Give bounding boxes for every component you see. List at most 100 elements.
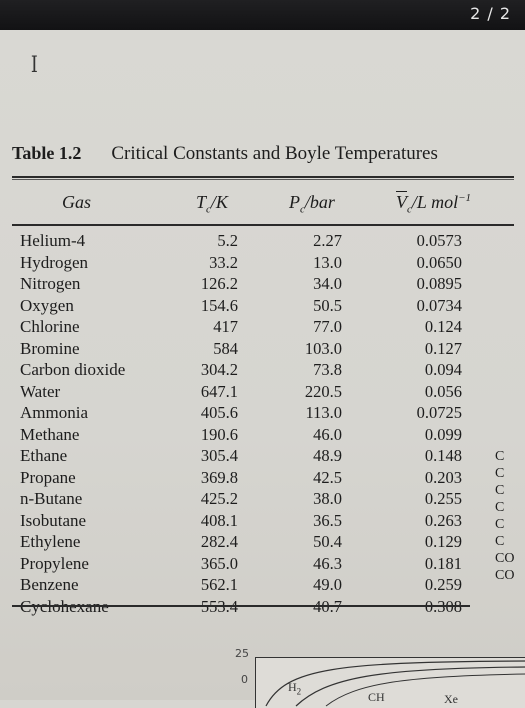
- critical-pressure-value: 113.0: [305, 403, 342, 422]
- header-critical-volume: Vc/L mol−1: [396, 192, 472, 216]
- gas-name: Propane: [20, 467, 76, 487]
- cut-off-cell: CO: [495, 568, 515, 583]
- critical-temperature-value: 562.1: [200, 575, 238, 594]
- critical-volume-column: 0.0573 0.0650 0.0895 0.0734 0.124 0.127 0.094 0…: [392, 230, 462, 617]
- critical-temperature-value: 369.8: [200, 467, 238, 487]
- critical-volume-value: 0.094: [424, 360, 462, 379]
- critical-volume-value: 0.255: [424, 489, 462, 508]
- critical-temperature-value: 154.6: [200, 295, 238, 315]
- gas-name: Chlorine: [20, 317, 80, 336]
- critical-temperature-value: 425.2: [200, 489, 238, 508]
- gas-name: Carbon dioxide: [20, 360, 126, 379]
- critical-temperature-value: 408.1: [200, 510, 238, 530]
- critical-pressure-value: 46.3: [313, 553, 342, 573]
- critical-pressure-value: 77.0: [313, 317, 342, 336]
- cut-off-cell: C: [495, 466, 505, 481]
- table-title: Table 1.2 Critical Constants and Boyle T…: [12, 143, 438, 165]
- gas-name: Benzene: [20, 575, 79, 594]
- critical-volume-value: 0.0573: [416, 231, 462, 250]
- critical-pressure-value: 13.0: [313, 252, 342, 272]
- gas-name: Methane: [20, 424, 80, 444]
- plot-curves: [265, 660, 525, 707]
- document-page[interactable]: [0, 30, 525, 700]
- critical-pressure-value: 2.27: [313, 231, 342, 250]
- gas-name: Isobutane: [20, 510, 87, 530]
- critical-temperature-value: 33.2: [209, 252, 238, 272]
- critical-temperature-value: 126.2: [200, 274, 238, 293]
- critical-volume-value: 0.099: [424, 424, 462, 444]
- critical-pressure-value: 36.5: [313, 510, 342, 530]
- gas-name: Water: [20, 381, 61, 401]
- critical-volume-value: 0.127: [424, 338, 462, 358]
- gas-name: Propylene: [20, 553, 89, 573]
- critical-temperature-value: 304.2: [200, 360, 238, 379]
- plot-area: H2 CH Xe: [255, 657, 525, 708]
- critical-volume-value: 0.056: [424, 381, 462, 401]
- text-cursor-icon: I: [30, 53, 38, 78]
- cut-off-cell: C: [495, 449, 505, 464]
- gas-name: Ammonia: [20, 403, 88, 422]
- gas-name: Helium-4: [20, 231, 86, 250]
- critical-pressure-value: 73.8: [313, 360, 342, 379]
- critical-temperature-value: 365.0: [200, 553, 238, 573]
- gas-name: Nitrogen: [20, 274, 81, 293]
- critical-volume-value: 0.0734: [416, 295, 462, 315]
- critical-pressure-value: 48.9: [313, 446, 342, 465]
- page-indicator: 2 / 2: [470, 4, 511, 23]
- critical-pressure-value: 49.0: [313, 575, 342, 594]
- critical-pressure-value: 50.5: [313, 295, 342, 315]
- critical-volume-value: 0.0650: [416, 252, 462, 272]
- table-top-rule: [12, 176, 514, 178]
- critical-volume-value: 0.0725: [416, 403, 462, 422]
- table-caption: Critical Constants and Boyle Temperature…: [111, 143, 438, 164]
- critical-pressure-column: 2.27 13.0 34.0 50.5 77.0 103.0 73.8 220.5 113.0 4…: [290, 230, 342, 617]
- critical-volume-value: 0.259: [424, 575, 462, 594]
- critical-volume-value: 0.181: [424, 553, 462, 573]
- curve-label-h2: H2: [288, 680, 302, 697]
- table-number: Table 1.2: [12, 143, 82, 163]
- gas-name: Bromine: [20, 338, 80, 358]
- critical-volume-value: 0.148: [424, 446, 462, 465]
- gas-name: n-Butane: [20, 489, 83, 508]
- gas-name: Ethane: [20, 446, 68, 465]
- axis-tick-25: 25: [235, 647, 249, 660]
- critical-pressure-value: 220.5: [304, 381, 342, 401]
- gas-name: Oxygen: [20, 295, 74, 315]
- critical-temperature-value: 5.2: [217, 231, 238, 250]
- critical-temperature-value: 584: [213, 338, 238, 358]
- critical-pressure-value: 38.0: [313, 489, 342, 508]
- header-critical-pressure: Pc/bar: [289, 192, 335, 216]
- figure-fragment: 25 0 H2 CH Xe: [235, 645, 525, 708]
- table-bottom-rule: [12, 605, 470, 607]
- cut-off-cell: C: [495, 534, 505, 549]
- header-critical-temperature: Tc/K: [196, 192, 228, 216]
- gas-name: Hydrogen: [20, 252, 88, 272]
- axis-tick-0: 0: [241, 673, 248, 686]
- critical-pressure-value: 103.0: [304, 338, 342, 358]
- critical-temperature-value: 405.6: [200, 403, 238, 422]
- gas-name: Ethylene: [20, 532, 81, 551]
- critical-volume-value: 0.0895: [416, 274, 462, 293]
- cut-off-cell: C: [495, 483, 505, 498]
- cut-off-cell: CO: [495, 551, 515, 566]
- critical-temperature-value: 305.4: [200, 446, 238, 465]
- critical-volume-value: 0.124: [424, 317, 462, 336]
- viewer-toolbar: 2 / 2: [0, 0, 525, 30]
- cut-off-column: C C C C C C CO CO: [495, 448, 514, 584]
- critical-pressure-value: 50.4: [313, 532, 342, 551]
- header-gas: Gas: [62, 192, 92, 212]
- critical-volume-value: 0.263: [424, 510, 462, 530]
- critical-pressure-value: 46.0: [313, 424, 342, 444]
- critical-temperature-value: 417: [213, 317, 238, 336]
- critical-pressure-value: 34.0: [313, 274, 342, 293]
- critical-temperature-value: 190.6: [200, 424, 238, 444]
- critical-volume-value: 0.129: [424, 532, 462, 551]
- cut-off-cell: C: [495, 500, 505, 515]
- gas-name-column: Helium-4 Hydrogen Nitrogen Oxygen Chlorine Br…: [20, 230, 125, 617]
- critical-temperature-value: 282.4: [200, 532, 238, 551]
- table-top-rule-thin: [12, 179, 514, 180]
- critical-temperature-value: 647.1: [200, 381, 238, 401]
- critical-temperature-column: 5.2 33.2 126.2 154.6 417 584 304.2 647.1 405.6 19…: [186, 230, 238, 617]
- cut-off-cell: C: [495, 517, 505, 532]
- critical-pressure-value: 42.5: [313, 467, 342, 487]
